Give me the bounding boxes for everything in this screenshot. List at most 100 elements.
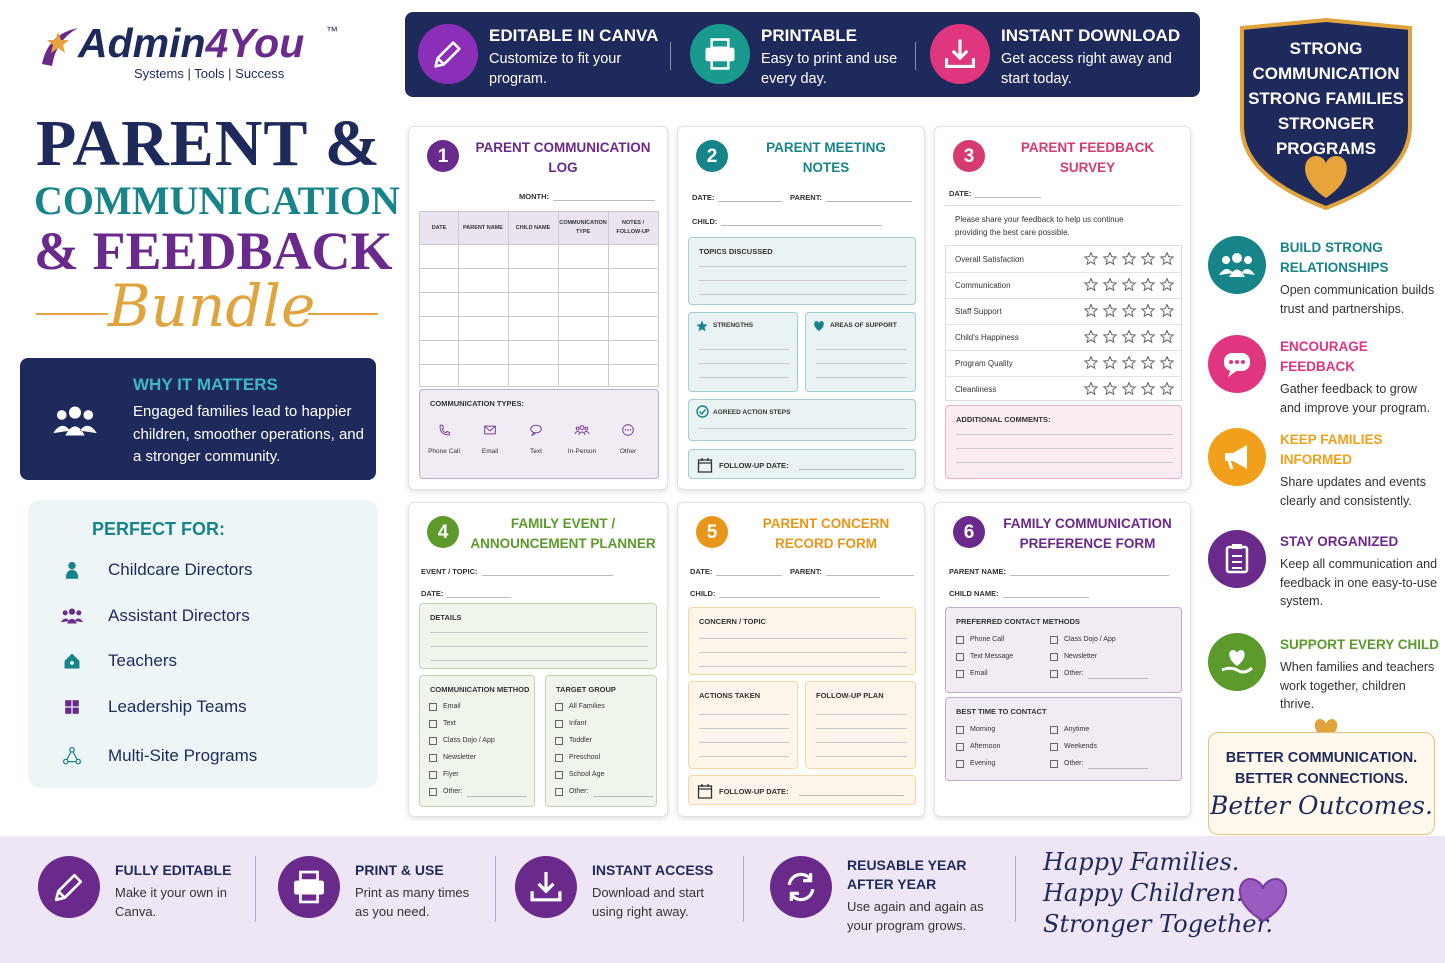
write-line (467, 796, 527, 797)
form-card: 3 PARENT FEEDBACK SURVEY DATE: Please share … (934, 126, 1191, 490)
benefit-title: BUILD STRONG RELATIONSHIPS (1280, 240, 1389, 275)
checkbox (1050, 760, 1058, 768)
icon-part (64, 748, 80, 763)
bottom-feature: REUSABLE YEAR AFTER YEAR Use again and ag… (847, 856, 992, 935)
logo-tagline: Systems | Tools | Success (134, 66, 285, 81)
rating-stars (1083, 381, 1180, 396)
write-line (816, 728, 907, 729)
icon-part (47, 32, 69, 53)
form-section: BEST TIME TO CONTACT Morning Anytime Aftern… (945, 697, 1182, 781)
icon-part (951, 39, 969, 61)
type-icon (476, 416, 504, 444)
form-title-line: RECORD FORM (775, 536, 877, 551)
rating-star (1159, 251, 1175, 266)
icon-part (622, 424, 634, 436)
section-heading: FOLLOW-UP PLAN (816, 691, 884, 700)
perfect-icon (54, 738, 90, 774)
icon-part (299, 870, 319, 882)
form-title-line: PARENT COMMUNICATION (475, 140, 651, 155)
icon-part (434, 41, 461, 68)
rating-star (1083, 355, 1099, 370)
field: CHILD: (690, 586, 880, 598)
icon-part (787, 872, 815, 902)
icon-part (42, 28, 78, 66)
icon-part (1221, 666, 1253, 674)
checkbox (956, 653, 964, 661)
feature-text: Get access right away and start today. (1001, 51, 1172, 87)
bottom-text: Use again and again as your program grow… (847, 899, 984, 933)
form-title-line: PARENT MEETING (766, 140, 886, 155)
divider (915, 42, 916, 70)
icon-part (62, 610, 68, 616)
check-label: Evening (970, 760, 996, 767)
icon-part (294, 880, 324, 895)
icon-part (1083, 251, 1175, 266)
type-label: In-Person (567, 448, 597, 455)
rating-label: Child's Happiness (955, 333, 1019, 342)
outcome-script: Better Outcomes. (1210, 791, 1433, 820)
icon-part (945, 58, 975, 68)
icon-part (770, 856, 832, 918)
icon-part (439, 424, 450, 436)
icon-part (38, 856, 100, 918)
icon-part (64, 653, 80, 669)
check-label: Toddler (569, 737, 592, 744)
icon-part (418, 24, 478, 84)
write-line (699, 428, 907, 429)
write-line (430, 660, 648, 661)
field-label: CHILD: (690, 589, 716, 598)
icon-part (72, 700, 79, 707)
icon-part (574, 425, 590, 436)
top-banner: EDITABLE IN CANVA Customize to fit your p… (405, 12, 1200, 97)
field-line (1002, 597, 1089, 598)
form-number: 3 (963, 146, 975, 167)
form-title: PARENT CONCERN RECORD FORM (732, 514, 920, 554)
form-number: 6 (963, 522, 975, 543)
icon-part (770, 856, 832, 918)
write-line (816, 756, 907, 757)
icon-part (789, 873, 813, 901)
field: MONTH: (519, 189, 655, 201)
checkbox (429, 754, 437, 762)
icon-part (1222, 256, 1230, 264)
calendar-icon (697, 783, 713, 799)
icon-part (697, 459, 713, 473)
form-title-line: ANNOUNCEMENT PLANNER (470, 536, 656, 551)
rating-star (1121, 303, 1137, 318)
benefit-title: STAY ORGANIZED (1280, 534, 1399, 549)
icon-part (945, 39, 975, 68)
rating-star (1121, 329, 1137, 344)
icon-part (530, 872, 562, 902)
rating-star (1140, 381, 1156, 396)
icon-part (1227, 460, 1234, 470)
icon-part (1083, 329, 1175, 344)
outcome-line: BETTER CONNECTIONS. (1234, 771, 1409, 787)
feature-icon (418, 24, 478, 84)
icon-part (484, 425, 496, 435)
icon-part (699, 409, 707, 415)
section-heading: TARGET GROUP (556, 685, 616, 694)
rating-stars (1083, 303, 1180, 318)
form-section: PREFERRED CONTACT METHODS Phone Call Class… (945, 607, 1182, 693)
icon-part (1208, 236, 1266, 294)
why-text: Engaged families lead to happier childre… (133, 403, 364, 465)
write-line (816, 349, 907, 350)
check-label: School Age (569, 771, 605, 778)
icon-part (1240, 17, 1412, 211)
badge-line: STRONG FAMILIES (1248, 89, 1404, 108)
field-line (1009, 575, 1169, 576)
column-heading: NOTES / FOLLOW-UP (616, 220, 650, 235)
checkbox (956, 743, 964, 751)
benefit-text: Share updates and events clearly and con… (1280, 475, 1426, 508)
rating-stars (1083, 355, 1180, 370)
checkbox (555, 754, 563, 762)
benefit-icon (1208, 335, 1266, 393)
icon-part (434, 41, 461, 68)
section-heading: FOLLOW-UP DATE: (719, 787, 789, 796)
bottom-icon (38, 856, 100, 918)
form-section: CONCERN / TOPIC (688, 607, 916, 675)
checkbox (1050, 743, 1058, 751)
icon-part (696, 320, 708, 332)
icon-part (698, 458, 712, 464)
check-label: Text (443, 720, 456, 727)
